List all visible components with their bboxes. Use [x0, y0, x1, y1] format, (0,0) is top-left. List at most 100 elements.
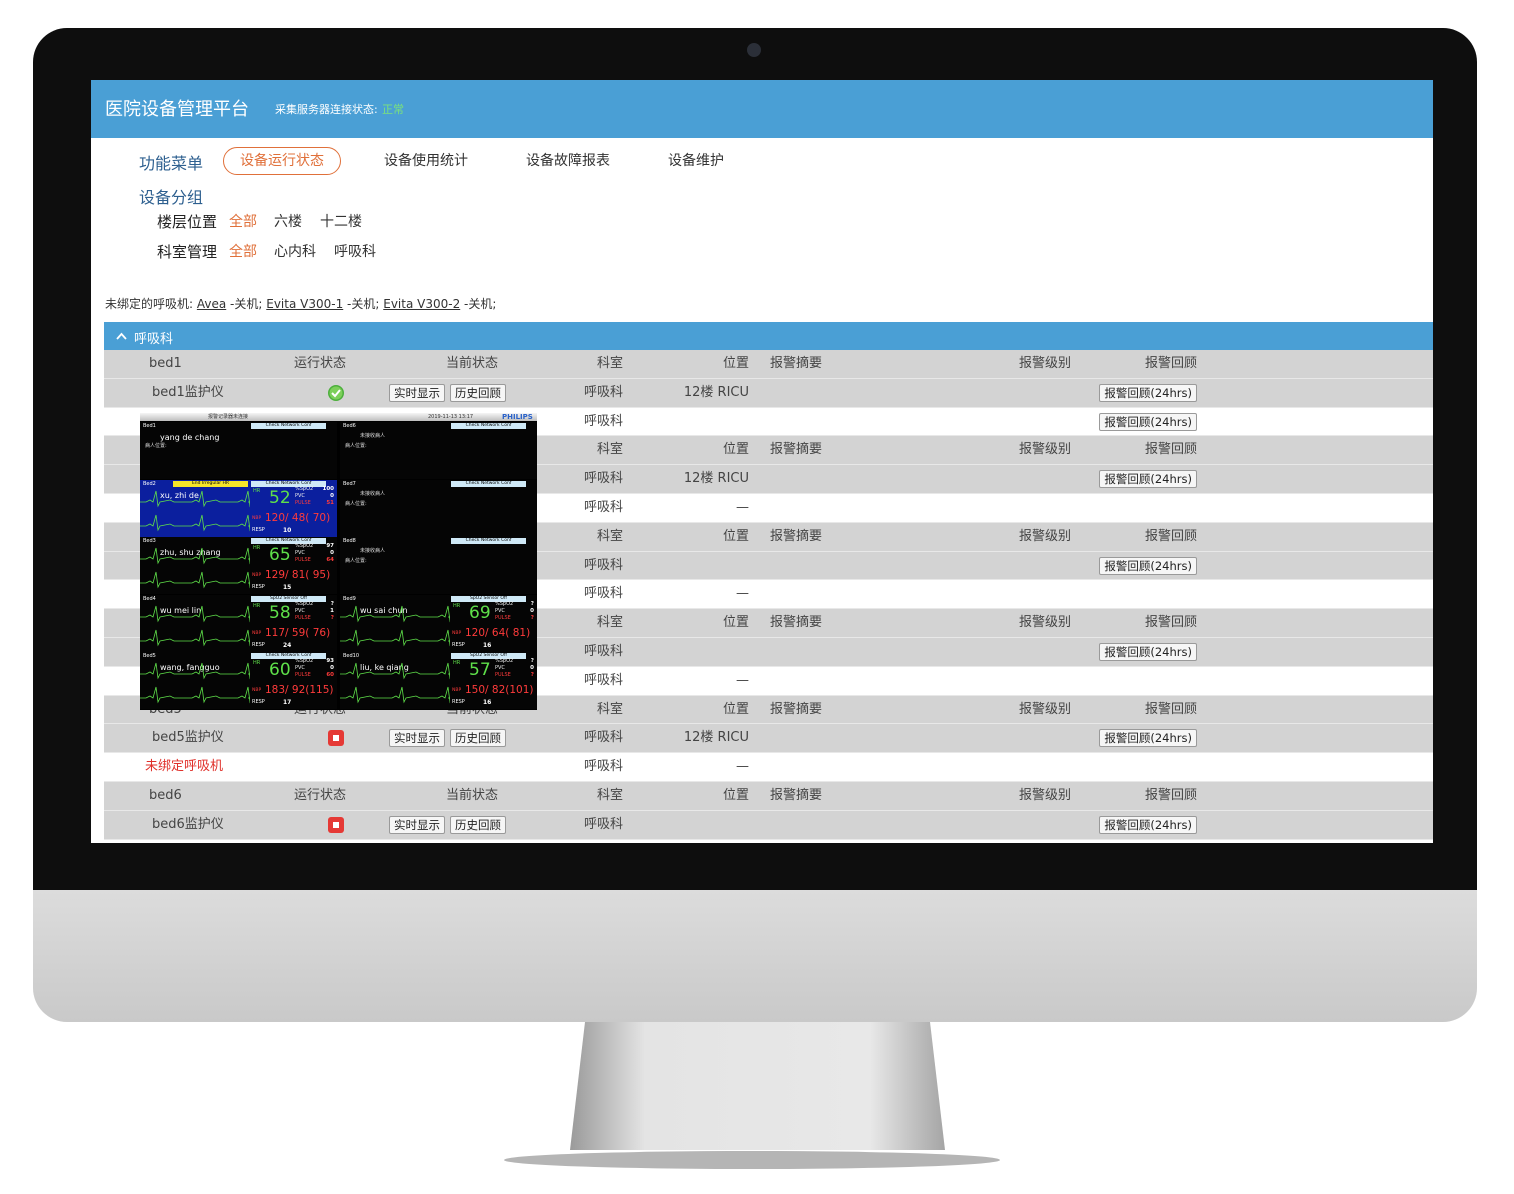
spo2-label: %SpO2 [295, 543, 314, 550]
summary-text: 报警摘要 [770, 615, 823, 631]
dept-text: 科室 [596, 615, 623, 631]
level-text: 报警级别 [1018, 615, 1071, 631]
resp-label: RESP [452, 699, 465, 706]
hr-value: 65 [269, 545, 291, 566]
nbp-label: NBP [252, 688, 262, 694]
filter-option[interactable]: 全部 [229, 214, 257, 230]
review-button[interactable]: 报警回顾(24hrs) [1099, 643, 1197, 661]
pvc-value: 0 [530, 607, 534, 614]
nbp-label: NBP [252, 515, 262, 521]
patient-name: wu mei lin [160, 605, 202, 615]
spo2-label: %SpO2 [495, 658, 514, 665]
nbp-value: 183/ 92(115) [265, 684, 334, 697]
pulse-label: PULSE [495, 672, 511, 679]
review-button[interactable]: 报警回顾(24hrs) [1099, 383, 1197, 402]
resp-value: 16 [483, 641, 492, 649]
filter-option[interactable]: 心内科 [274, 244, 316, 260]
spo2-value: ? [530, 658, 534, 665]
dept-text: 科室 [596, 442, 623, 458]
bed-label: Bed10 [343, 653, 360, 660]
bed-label: Bed1 [143, 423, 156, 429]
ventilator-link[interactable]: Evita V300-2 [383, 297, 461, 311]
pvc-label: PVC [495, 665, 505, 672]
pulse-value: ? [530, 614, 534, 621]
spo2-label: %SpO2 [295, 600, 314, 607]
menu-item[interactable]: 设备使用统计 [384, 153, 468, 169]
dept-text: 呼吸科 [583, 672, 623, 688]
name-text: bed5监护仪 [152, 730, 224, 746]
resp-label: RESP [252, 699, 265, 706]
dept-text: 呼吸科 [583, 644, 623, 659]
filter-option[interactable]: 十二楼 [320, 214, 362, 230]
summary-text: 报警摘要 [770, 528, 823, 544]
review-button[interactable]: 报警回顾(24hrs) [1099, 729, 1197, 748]
pulse-value: 60 [326, 672, 334, 679]
location-text: — [736, 672, 749, 688]
bed-label: Bed8 [343, 538, 356, 545]
hr-label: HR [253, 660, 261, 667]
hr-value: 69 [469, 602, 491, 623]
menu-item[interactable]: 设备运行状态 [223, 147, 341, 175]
patient-name: wu sai chun [360, 605, 408, 615]
review-text: 报警回顾 [1144, 528, 1197, 544]
hr-value: 52 [269, 487, 291, 508]
status-icon [328, 384, 344, 401]
name-text: bed1监护仪 [152, 384, 224, 400]
bed-label: Bed4 [143, 595, 156, 602]
vent-row: 未绑定呼吸机 呼吸科 — [104, 753, 1433, 782]
action-button[interactable]: 实时显示 [389, 729, 445, 748]
action-button[interactable]: 历史回顾 [450, 383, 506, 402]
pvc-label: PVC [295, 492, 305, 499]
spo2-label: %SpO2 [495, 600, 514, 607]
action-button[interactable]: 历史回顾 [450, 729, 506, 748]
level-text: 报警级别 [1018, 528, 1071, 544]
patient-note: 未接收病人 [360, 548, 386, 555]
ecg-wave [140, 548, 250, 589]
bed-label: Bed3 [143, 538, 156, 545]
collapse-icon[interactable] [116, 331, 127, 341]
review-button[interactable]: 报警回顾(24hrs) [1099, 815, 1197, 834]
ventilator-link[interactable]: Avea [196, 297, 227, 311]
header-row: bed1 运行状态 当前状态 科室 位置 报警摘要 报警级别 报警回顾 [104, 350, 1433, 379]
dept-text: 呼吸科 [583, 759, 623, 775]
nbp-value: 129/ 81( 95) [265, 569, 331, 582]
resp-label: RESP [252, 584, 265, 591]
current-text: 当前状态 [445, 788, 499, 803]
hr-value: 58 [269, 602, 291, 623]
status-text: 运行状态 [293, 356, 347, 371]
section-bar[interactable]: 呼吸科 [104, 322, 1433, 350]
ventilator-link[interactable]: Evita V300-1 [266, 297, 344, 311]
summary-text: 报警摘要 [770, 788, 823, 803]
action-button[interactable]: 实时显示 [389, 815, 445, 834]
review-button[interactable]: 报警回顾(24hrs) [1099, 556, 1197, 575]
status-value: 正常 [382, 103, 404, 116]
filter-option[interactable]: 六楼 [274, 214, 302, 230]
bed-cell: Bed1 Check Network Conf yang de chang 病人位置: [140, 422, 337, 479]
pvc-label: PVC [495, 607, 505, 614]
action-button[interactable]: 实时显示 [389, 383, 445, 402]
patient-location: 病人位置: [345, 558, 367, 565]
filter-option[interactable]: 呼吸科 [334, 244, 376, 260]
filter-option[interactable]: 全部 [229, 244, 257, 260]
menu-item[interactable]: 设备维护 [668, 153, 724, 169]
patient-name: yang de chang [160, 433, 220, 442]
action-button[interactable]: 历史回顾 [450, 815, 506, 834]
unbound-label: 未绑定的呼吸机: [105, 297, 194, 311]
patient-name: wang, fangguo [160, 663, 220, 673]
hr-label: HR [253, 487, 261, 494]
location-text: — [736, 500, 749, 515]
review-text: 报警回顾 [1144, 356, 1197, 371]
pulse-label: PULSE [295, 499, 311, 506]
hr-value: 60 [269, 660, 291, 681]
bed-cell: Bed4 SpO2 Sensor Off wu mei lin HR 58 %SpO2? P… [140, 594, 337, 652]
menu-item[interactable]: 设备故障报表 [526, 153, 610, 169]
dept-text: 呼吸科 [583, 471, 623, 487]
name-text: bed6 [149, 788, 182, 803]
resp-value: 17 [283, 699, 292, 707]
pulse-value: ? [330, 614, 334, 621]
status-icon [328, 816, 344, 833]
review-button[interactable]: 报警回顾(24hrs) [1099, 470, 1197, 489]
review-button[interactable]: 报警回顾(24hrs) [1099, 412, 1197, 431]
dept-text: 呼吸科 [583, 816, 623, 832]
